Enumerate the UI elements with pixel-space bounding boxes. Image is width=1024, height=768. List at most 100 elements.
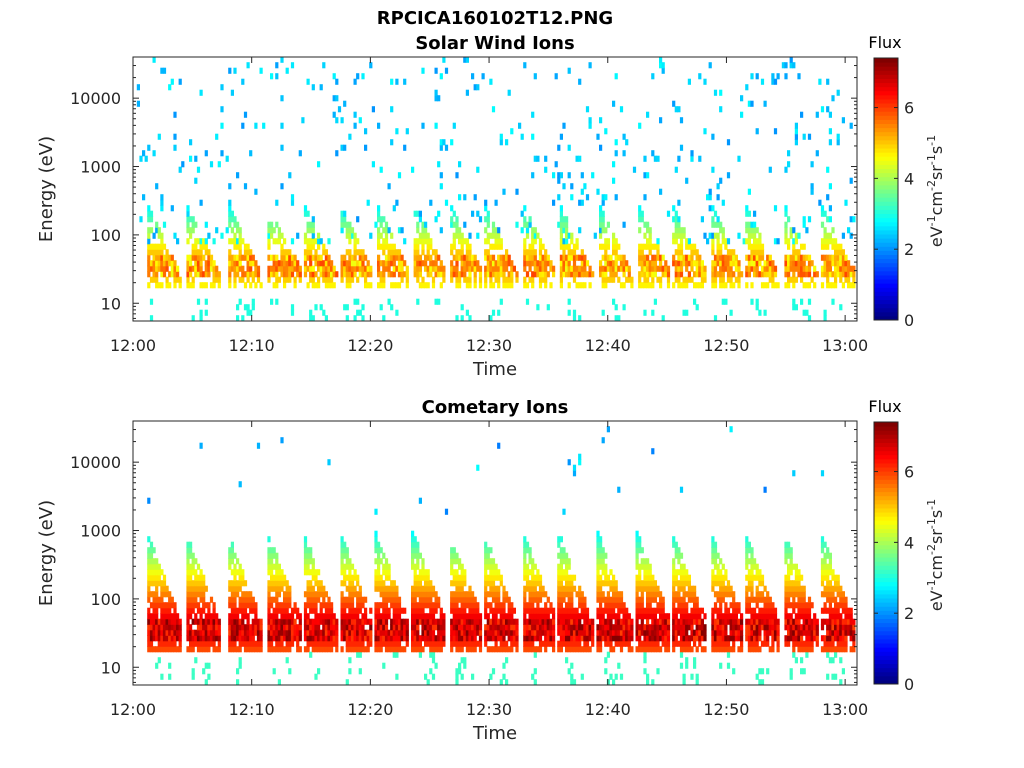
spectrogram-cell (473, 624, 477, 631)
spectrogram-cell (324, 607, 328, 614)
spectrogram-cell (356, 265, 360, 272)
spectrogram-cell (439, 73, 443, 80)
spectrogram-cell (502, 662, 506, 669)
spectrogram-cell (536, 607, 540, 614)
spectrogram-cell (369, 271, 373, 278)
spectrogram-cell (207, 613, 211, 620)
spectrogram-cell (609, 673, 613, 680)
spectrogram-cell (580, 607, 584, 614)
spectrogram-cell (640, 591, 644, 598)
spectrogram-cell (471, 613, 475, 620)
spectrogram-cell (452, 265, 456, 272)
spectrogram-cell (455, 569, 459, 576)
spectrogram-cell (682, 646, 686, 653)
spectrogram-cell (719, 282, 723, 289)
spectrogram-cell (377, 635, 381, 642)
spectrogram-cell (606, 640, 610, 647)
spectrogram-cell (659, 624, 663, 631)
spectrogram-cell (528, 558, 532, 565)
spectrogram-cell (147, 243, 151, 250)
spectrogram-cell (189, 596, 193, 603)
spectrogram-cell (507, 596, 511, 603)
spectrogram-cell (327, 607, 331, 614)
spectrogram-cell (640, 640, 644, 647)
spectrogram-cell (823, 238, 827, 245)
spectrogram-cell (413, 547, 417, 554)
spectrogram-cell (546, 624, 550, 631)
spectrogram-cell (606, 651, 610, 658)
spectrogram-cell (646, 596, 650, 603)
spectrogram-cell (713, 640, 718, 647)
spectrogram-cell (293, 629, 297, 636)
spectrogram-cell (384, 607, 389, 614)
spectrogram-cell (489, 574, 493, 581)
spectrogram-cell (390, 580, 394, 587)
spectrogram-cell (424, 260, 428, 267)
spectrogram-cell (695, 635, 699, 642)
spectrogram-cell (280, 183, 284, 190)
spectrogram-cell (533, 646, 537, 653)
spectrogram-cell (544, 249, 548, 256)
spectrogram-cell (251, 271, 255, 278)
spectrogram-cell (431, 265, 436, 272)
colorbar-segment (874, 193, 898, 198)
spectrogram-cell (747, 574, 751, 581)
spectrogram-cell (345, 618, 349, 625)
spectrogram-cell (834, 238, 838, 245)
spectrogram-cell (468, 591, 472, 598)
spectrogram-cell (285, 657, 289, 664)
spectrogram-cell (395, 265, 399, 272)
spectrogram-cell (807, 216, 812, 223)
spectrogram-cell (241, 254, 245, 261)
spectrogram-cell (677, 276, 681, 283)
spectrogram-cell (698, 624, 702, 631)
plot-frame (132, 56, 858, 322)
spectrogram-cell (570, 574, 574, 581)
spectrogram-cell (418, 574, 422, 581)
spectrogram-cell (784, 73, 788, 80)
spectrogram-cell (538, 591, 543, 598)
spectrogram-cell (277, 238, 281, 245)
spectrogram-cell (434, 271, 438, 278)
spectrogram-cell (606, 613, 610, 620)
spectrogram-cell (789, 265, 793, 272)
spectrogram-cell (317, 276, 321, 283)
spectrogram-cell (465, 629, 469, 636)
spectrogram-cell (745, 602, 749, 609)
spectrogram-cell (450, 618, 454, 625)
spectrogram-cell (322, 271, 326, 278)
spectrogram-cell (604, 635, 608, 642)
spectrogram-cell (364, 613, 368, 620)
spectrogram-cell (643, 624, 647, 631)
spectrogram-cell (677, 552, 681, 559)
spectrogram-cell (202, 282, 206, 289)
spectrogram-cell (424, 635, 428, 642)
spectrogram-cell (196, 580, 201, 587)
spectrogram-cell (698, 155, 702, 162)
spectrogram-cell (648, 227, 652, 234)
spectrogram-cell (531, 271, 535, 278)
spectrogram-cell (340, 144, 344, 151)
spectrogram-cell (614, 238, 618, 245)
spectrogram-cell (747, 265, 751, 272)
spectrogram-cell (463, 624, 467, 631)
spectrogram-cell (254, 260, 258, 267)
spectrogram-cell (787, 271, 791, 278)
spectrogram-cell (520, 133, 524, 140)
spectrogram-cell (236, 624, 240, 631)
spectrogram-cell (418, 569, 422, 576)
spectrogram-cell (455, 221, 459, 228)
spectrogram-cell (557, 177, 561, 184)
spectrogram-cell (679, 607, 684, 614)
spectrogram-cell (353, 315, 357, 322)
spectrogram-cell (619, 106, 624, 113)
spectrogram-cell (737, 629, 741, 636)
spectrogram-cell (390, 232, 394, 239)
spectrogram-cell (421, 596, 425, 603)
spectrogram-cell (755, 635, 759, 642)
spectrogram-cell (771, 646, 775, 653)
spectrogram-cell (400, 254, 404, 261)
spectrogram-cell (533, 238, 537, 245)
spectrogram-cell (191, 646, 195, 653)
spectrogram-cell (152, 271, 156, 278)
